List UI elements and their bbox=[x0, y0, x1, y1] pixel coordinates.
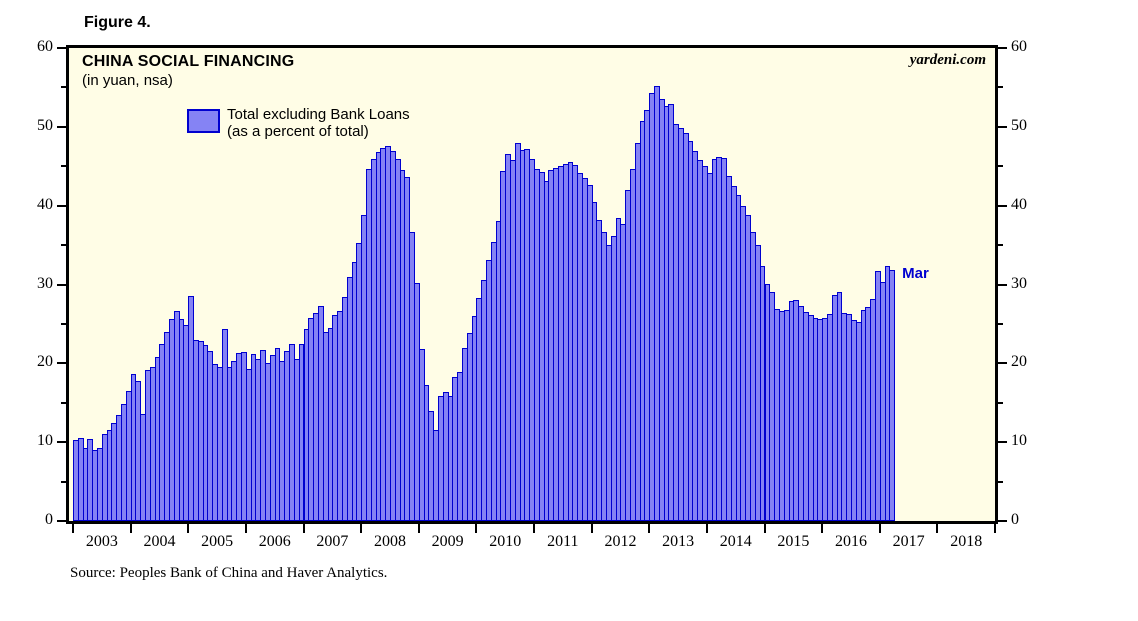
axis-tick bbox=[998, 401, 1003, 404]
axis-tick bbox=[998, 47, 1007, 49]
axis-tick bbox=[998, 204, 1007, 207]
y-axis-label-left: 60 bbox=[37, 38, 53, 55]
chart-title: CHINA SOCIAL FINANCING bbox=[82, 53, 295, 70]
x-axis-year-label: 2006 bbox=[258, 533, 291, 550]
axis-tick bbox=[187, 524, 190, 533]
x-axis-year-label: 2009 bbox=[431, 533, 464, 550]
axis-tick bbox=[57, 204, 66, 207]
axis-tick bbox=[61, 401, 66, 404]
x-axis-year-label: 2005 bbox=[201, 533, 234, 550]
y-axis-label-right: 0 bbox=[1011, 511, 1019, 528]
last-point-annotation: Mar bbox=[902, 264, 929, 282]
x-axis-year-label: 2013 bbox=[662, 533, 695, 550]
bar bbox=[889, 269, 896, 521]
y-axis-label-left: 50 bbox=[37, 116, 53, 134]
legend-label-line2: (as a percent of total) bbox=[227, 123, 369, 140]
x-axis-year-label: 2004 bbox=[143, 533, 176, 550]
axis-tick bbox=[57, 283, 66, 286]
y-axis-label-left: 40 bbox=[37, 195, 53, 213]
axis-tick bbox=[61, 244, 66, 247]
axis-tick bbox=[878, 524, 881, 533]
axis-tick bbox=[998, 362, 1007, 365]
axis-tick bbox=[998, 520, 1007, 522]
x-axis-year-label: 2011 bbox=[547, 533, 579, 550]
axis-tick bbox=[475, 524, 478, 533]
axis-tick bbox=[129, 524, 132, 533]
chart-subtitle: (in yuan, nsa) bbox=[82, 72, 173, 89]
x-axis-year-label: 2008 bbox=[373, 533, 406, 550]
axis-tick bbox=[244, 524, 247, 533]
y-axis-label-right: 10 bbox=[1011, 432, 1027, 450]
y-axis-label-left: 20 bbox=[37, 353, 53, 371]
x-axis-year-label: 2018 bbox=[950, 533, 983, 550]
legend-swatch bbox=[187, 109, 220, 133]
x-axis-year-label: 2016 bbox=[834, 533, 867, 550]
y-axis-label-right: 30 bbox=[1011, 274, 1027, 292]
legend-label-line1: Total excluding Bank Loans bbox=[227, 106, 410, 123]
x-axis-year-label: 2012 bbox=[604, 533, 637, 550]
axis-tick bbox=[57, 441, 66, 444]
axis-tick bbox=[61, 322, 66, 325]
y-axis-label-left: 30 bbox=[37, 274, 53, 292]
axis-tick bbox=[821, 524, 824, 533]
axis-tick bbox=[417, 524, 420, 533]
axis-tick bbox=[994, 524, 996, 533]
axis-tick bbox=[998, 165, 1003, 168]
y-axis-label-left: 10 bbox=[37, 432, 53, 450]
y-axis-label-right: 20 bbox=[1011, 353, 1027, 371]
y-axis-label-right: 50 bbox=[1011, 116, 1027, 134]
axis-tick bbox=[590, 524, 593, 533]
x-axis-year-label: 2010 bbox=[489, 533, 522, 550]
axis-tick bbox=[998, 86, 1003, 89]
axis-tick bbox=[763, 524, 766, 533]
axis-tick bbox=[705, 524, 708, 533]
legend-label: Total excluding Bank Loans (as a percent… bbox=[227, 106, 410, 140]
axis-tick bbox=[648, 524, 651, 533]
axis-tick bbox=[57, 125, 66, 128]
axis-tick bbox=[998, 441, 1007, 444]
x-axis-year-label: 2007 bbox=[316, 533, 349, 550]
axis-tick bbox=[998, 125, 1007, 128]
axis-tick bbox=[57, 47, 66, 49]
axis-tick bbox=[936, 524, 939, 533]
axis-tick bbox=[61, 86, 66, 89]
watermark-text: yardeni.com bbox=[909, 52, 986, 68]
y-axis-label-right: 60 bbox=[1011, 38, 1027, 55]
bar-series bbox=[69, 48, 995, 521]
axis-tick bbox=[360, 524, 363, 533]
x-axis-year-label: 2014 bbox=[719, 533, 752, 550]
axis-tick bbox=[72, 524, 74, 533]
axis-tick bbox=[61, 165, 66, 168]
axis-tick bbox=[533, 524, 535, 533]
axis-tick bbox=[57, 520, 66, 522]
axis-tick bbox=[61, 480, 66, 483]
axis-tick bbox=[57, 362, 66, 365]
y-axis-label-left: 0 bbox=[45, 511, 53, 528]
figure-label: Figure 4. bbox=[84, 14, 151, 31]
axis-tick bbox=[302, 524, 305, 533]
x-axis-year-label: 2003 bbox=[85, 533, 118, 550]
x-axis-year-label: 2017 bbox=[892, 533, 925, 550]
y-axis-label-right: 40 bbox=[1011, 195, 1027, 213]
axis-tick bbox=[998, 244, 1003, 247]
x-axis-year-label: 2015 bbox=[777, 533, 810, 550]
plot-area: CHINA SOCIAL FINANCING (in yuan, nsa) ya… bbox=[66, 45, 998, 524]
axis-tick bbox=[998, 322, 1003, 325]
axis-tick bbox=[998, 283, 1007, 286]
source-note: Source: Peoples Bank of China and Haver … bbox=[70, 565, 388, 581]
axis-tick bbox=[998, 480, 1003, 483]
